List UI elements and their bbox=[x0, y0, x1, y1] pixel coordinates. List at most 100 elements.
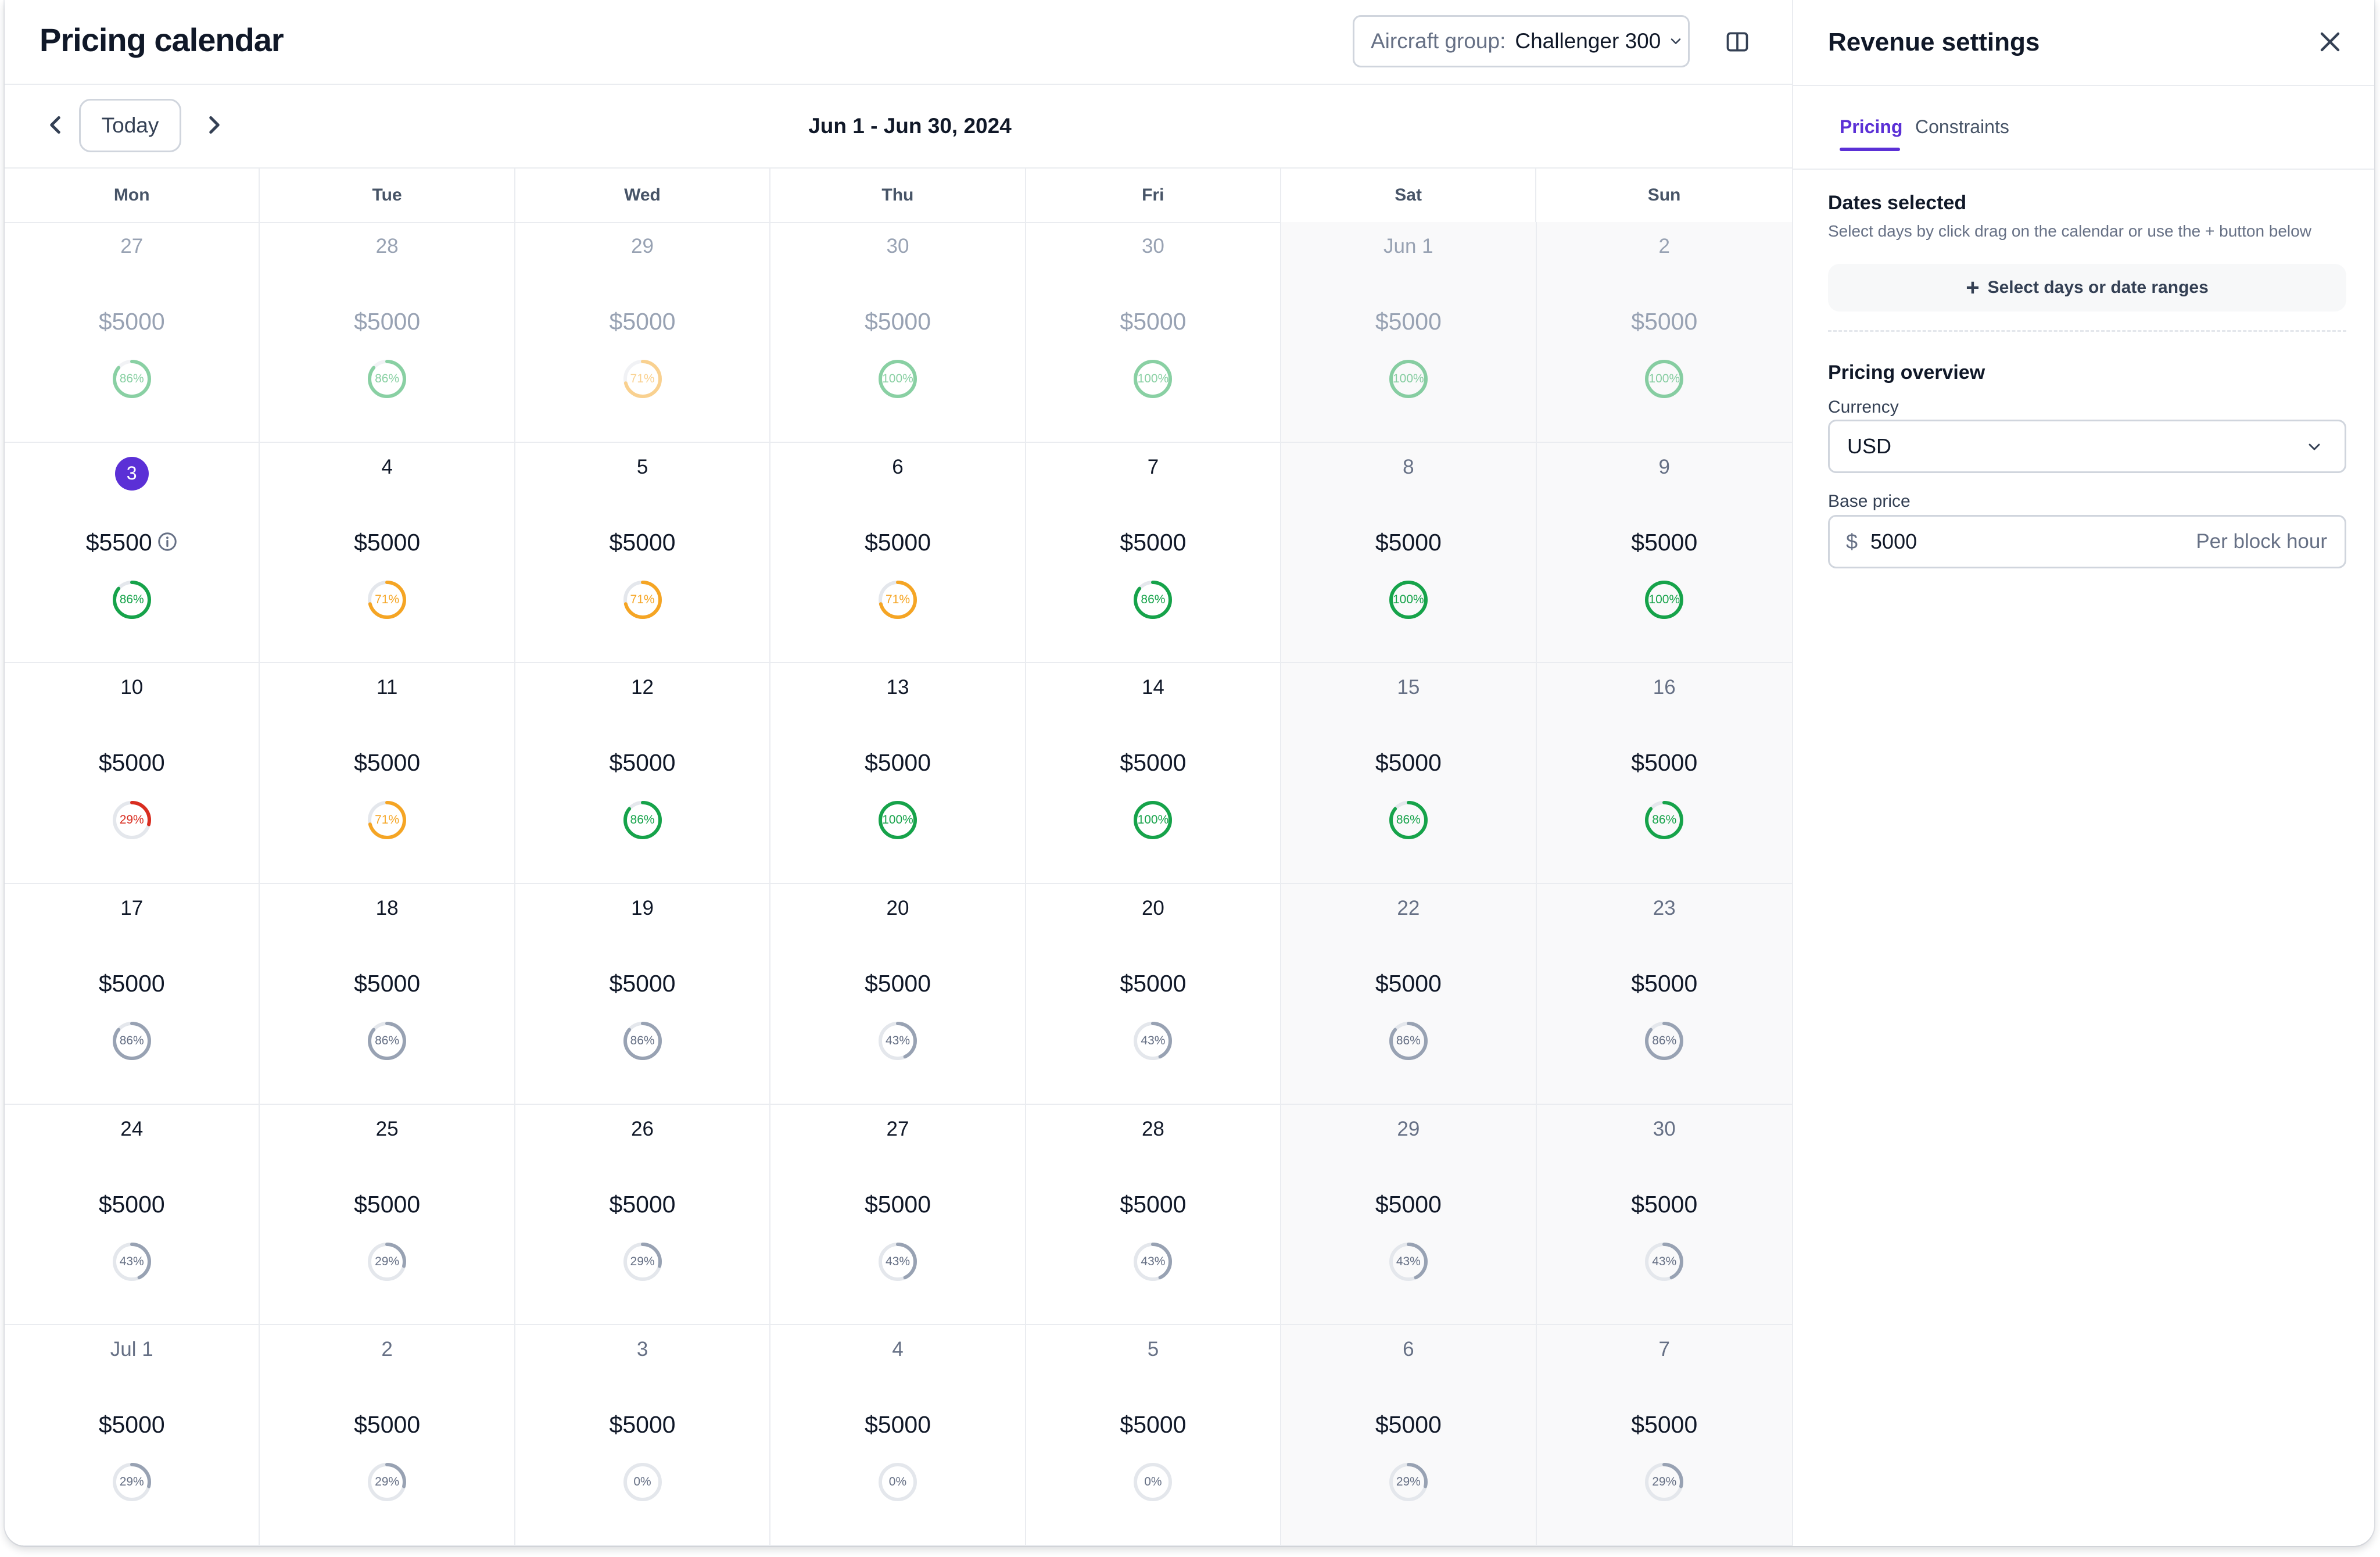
calendar-day-cell[interactable]: 3 $5000 0% bbox=[515, 1325, 771, 1546]
calendar-day-cell[interactable]: 30 $5000 43% bbox=[1536, 1104, 1792, 1326]
day-price-value: $5000 bbox=[1120, 1190, 1187, 1218]
utilization-ring: 100% bbox=[876, 798, 920, 842]
day-price-value: $5000 bbox=[609, 1190, 676, 1218]
calendar-day-cell[interactable]: 29 $5000 43% bbox=[1281, 1104, 1537, 1326]
calendar-day-cell[interactable]: 26 $5000 29% bbox=[515, 1104, 771, 1326]
tab-pricing[interactable]: Pricing bbox=[1840, 116, 1903, 137]
day-price-value: $5000 bbox=[864, 749, 931, 776]
calendar-day-cell[interactable]: 29 $5000 71% bbox=[515, 222, 771, 443]
day-number: 29 bbox=[631, 235, 654, 257]
calendar-day-cell[interactable]: 6 $5000 29% bbox=[1281, 1325, 1537, 1546]
calendar-day-cell[interactable]: 20 $5000 43% bbox=[770, 883, 1026, 1105]
day-price: $5000 bbox=[1026, 970, 1280, 997]
day-price: $5000 bbox=[1026, 529, 1280, 556]
info-icon[interactable] bbox=[157, 531, 178, 552]
utilization-percent: 29% bbox=[119, 1475, 144, 1489]
utilization-ring: 43% bbox=[1386, 1240, 1431, 1284]
day-price: $5000 bbox=[1537, 308, 1792, 335]
calendar-day-cell[interactable]: 4 $5000 71% bbox=[260, 442, 515, 664]
calendar-day-cell[interactable]: 24 $5000 43% bbox=[5, 1104, 260, 1326]
calendar-day-cell[interactable]: 28 $5000 86% bbox=[260, 222, 515, 443]
utilization-percent: 86% bbox=[119, 592, 144, 606]
pricing-overview-title: Pricing overview bbox=[1828, 361, 1985, 384]
calendar-day-cell[interactable]: 11 $5000 71% bbox=[260, 663, 515, 884]
calendar-day-cell[interactable]: 9 $5000 100% bbox=[1536, 442, 1792, 664]
utilization-ring: 100% bbox=[876, 357, 920, 401]
day-price-value: $5000 bbox=[609, 1411, 676, 1438]
calendar-day-cell[interactable]: 18 $5000 86% bbox=[260, 883, 515, 1105]
close-icon[interactable] bbox=[2316, 28, 2344, 56]
day-number: 5 bbox=[636, 455, 648, 478]
utilization-percent: 86% bbox=[1652, 813, 1677, 827]
chevron-down-icon bbox=[1671, 38, 1681, 44]
calendar-day-cell[interactable]: 4 $5000 0% bbox=[770, 1325, 1026, 1546]
day-number: 30 bbox=[1653, 1117, 1676, 1140]
calendar-day-cell[interactable]: 12 $5000 86% bbox=[515, 663, 771, 884]
calendar-day-cell[interactable]: 25 $5000 29% bbox=[260, 1104, 515, 1326]
today-button[interactable]: Today bbox=[79, 99, 181, 152]
day-price: $5000 bbox=[1026, 1191, 1280, 1218]
calendar-day-cell[interactable]: 20 $5000 43% bbox=[1026, 883, 1282, 1105]
base-price-input[interactable]: $ 5000 Per block hour bbox=[1828, 515, 2346, 568]
calendar-day-cell[interactable]: 27 $5000 86% bbox=[5, 222, 260, 443]
utilization-percent: 29% bbox=[630, 1254, 655, 1268]
day-number: 7 bbox=[1147, 455, 1159, 478]
calendar-day-cell[interactable]: 2 $5000 29% bbox=[260, 1325, 515, 1546]
calendar-day-cell[interactable]: 5 $5000 0% bbox=[1026, 1325, 1282, 1546]
calendar-day-cell[interactable]: 3 $5500 86% bbox=[5, 442, 260, 664]
calendar-day-cell[interactable]: 7 $5000 29% bbox=[1536, 1325, 1792, 1546]
toggle-panel-icon[interactable] bbox=[1725, 29, 1750, 55]
utilization-percent: 100% bbox=[1137, 372, 1169, 385]
calendar-day-cell[interactable]: 30 $5000 100% bbox=[1026, 222, 1282, 443]
day-number: Jun 1 bbox=[1383, 235, 1433, 257]
calendar-day-cell[interactable]: 7 $5000 86% bbox=[1026, 442, 1282, 664]
day-number: 25 bbox=[375, 1117, 399, 1140]
calendar-day-cell[interactable]: 15 $5000 86% bbox=[1281, 663, 1537, 884]
utilization-ring: 29% bbox=[365, 1240, 409, 1284]
utilization-ring: 86% bbox=[365, 357, 409, 401]
calendar-day-cell[interactable]: Jul 1 $5000 29% bbox=[5, 1325, 260, 1546]
day-price: $5000 bbox=[515, 308, 769, 335]
tab-constraints[interactable]: Constraints bbox=[1915, 116, 2009, 137]
aircraft-group-dropdown[interactable]: Aircraft group: Challenger 300 bbox=[1353, 15, 1690, 67]
calendar-day-cell[interactable]: 30 $5000 100% bbox=[770, 222, 1026, 443]
calendar-day-cell[interactable]: 10 $5000 29% bbox=[5, 663, 260, 884]
section-divider bbox=[1828, 330, 2346, 332]
calendar-day-cell[interactable]: 19 $5000 86% bbox=[515, 883, 771, 1105]
calendar-day-cell[interactable]: 27 $5000 43% bbox=[770, 1104, 1026, 1326]
utilization-percent: 0% bbox=[888, 1475, 907, 1489]
dates-selected-title: Dates selected bbox=[1828, 192, 1967, 214]
day-price-value: $5000 bbox=[354, 528, 421, 556]
chevron-left-icon[interactable] bbox=[41, 110, 70, 139]
currency-select[interactable]: USD bbox=[1828, 420, 2346, 473]
weekday-tue: Tue bbox=[260, 169, 515, 222]
chevron-right-icon[interactable] bbox=[200, 110, 229, 139]
day-number: 29 bbox=[1397, 1117, 1420, 1140]
calendar-day-cell[interactable]: 6 $5000 71% bbox=[770, 442, 1026, 664]
calendar-day-cell[interactable]: 16 $5000 86% bbox=[1536, 663, 1792, 884]
panel-tabs: Pricing Constraints bbox=[1793, 85, 2374, 170]
day-price: $5000 bbox=[770, 308, 1024, 335]
panel-title: Revenue settings bbox=[1828, 28, 2040, 56]
calendar-day-cell[interactable]: Jun 1 $5000 100% bbox=[1281, 222, 1537, 443]
day-number: 8 bbox=[1403, 455, 1414, 478]
utilization-percent: 100% bbox=[1648, 372, 1680, 385]
utilization-percent: 86% bbox=[119, 372, 144, 385]
calendar-day-cell[interactable]: 5 $5000 71% bbox=[515, 442, 771, 664]
calendar-day-cell[interactable]: 14 $5000 100% bbox=[1026, 663, 1282, 884]
utilization-ring: 29% bbox=[365, 1460, 409, 1504]
day-price: $5000 bbox=[1281, 1411, 1535, 1438]
calendar-day-cell[interactable]: 13 $5000 100% bbox=[770, 663, 1026, 884]
calendar-day-cell[interactable]: 23 $5000 86% bbox=[1536, 883, 1792, 1105]
calendar-day-cell[interactable]: 17 $5000 86% bbox=[5, 883, 260, 1105]
utilization-percent: 100% bbox=[1648, 592, 1680, 606]
calendar-day-cell[interactable]: 28 $5000 43% bbox=[1026, 1104, 1282, 1326]
weekday-wed: Wed bbox=[515, 169, 771, 222]
utilization-ring: 43% bbox=[876, 1240, 920, 1284]
calendar-day-cell[interactable]: 8 $5000 100% bbox=[1281, 442, 1537, 664]
select-days-button[interactable]: + Select days or date ranges bbox=[1828, 264, 2346, 312]
day-price: $5000 bbox=[1281, 308, 1535, 335]
calendar-day-cell[interactable]: 2 $5000 100% bbox=[1536, 222, 1792, 443]
utilization-ring: 43% bbox=[1131, 1019, 1175, 1063]
calendar-day-cell[interactable]: 22 $5000 86% bbox=[1281, 883, 1537, 1105]
